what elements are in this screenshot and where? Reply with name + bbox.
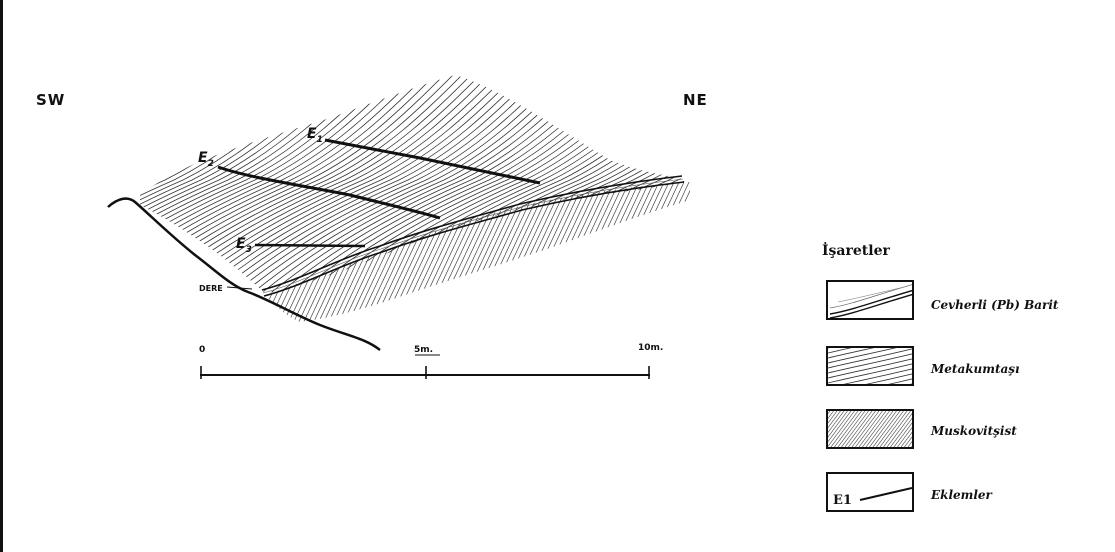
joint-e2-line — [217, 165, 441, 220]
joint-e1-label: E1 — [307, 126, 323, 145]
ore-vein-swatch-graphic — [829, 284, 912, 318]
metakumtasi-body — [140, 75, 685, 293]
scale-label-middle: 5m. — [414, 345, 434, 355]
legend-label-metakumtasi: Metakumtaşı — [931, 362, 1020, 376]
scale-label-end: 10m. — [638, 343, 664, 353]
joint-e1-line — [324, 138, 541, 185]
muskovitsist-swatch-graphic — [828, 411, 912, 447]
joint-e3-label: E3 — [236, 236, 252, 255]
orientation-sw-label: SW — [36, 91, 66, 109]
joint-e3-line — [254, 243, 366, 248]
metakumtasi-swatch-graphic — [828, 348, 912, 384]
legend-title: İşaretler — [822, 243, 890, 259]
orientation-ne-label: NE — [683, 91, 708, 109]
ore-vein-lower-line — [263, 181, 685, 297]
ore-vein-mid-line — [262, 178, 684, 294]
joint-e2-label: E2 — [198, 150, 214, 169]
dere-pointer-line — [226, 286, 253, 290]
ore-vein-upper-line — [261, 175, 683, 291]
muskovitsist-body — [265, 182, 690, 322]
legend-swatch-ore-vein — [826, 280, 914, 320]
legend-swatch-eklemler: E1 — [826, 472, 914, 512]
legend-label-muskovitsist: Muskovitşist — [931, 424, 1017, 438]
eklemler-swatch-graphic: E1 — [833, 487, 912, 508]
legend-label-ore-vein: Cevherli (Pb) Barit — [931, 298, 1059, 312]
legend-swatch-metakumtasi — [826, 346, 914, 386]
legend-swatch-muskovitsist — [826, 409, 914, 449]
ground-profile-line — [107, 197, 381, 351]
scale-label-start: 0 — [199, 345, 206, 355]
left-border — [0, 0, 3, 552]
eklemler-swatch-text: E1 — [833, 493, 852, 508]
stream-label: DERE — [199, 284, 223, 293]
legend-label-eklemler: Eklemler — [931, 488, 992, 502]
